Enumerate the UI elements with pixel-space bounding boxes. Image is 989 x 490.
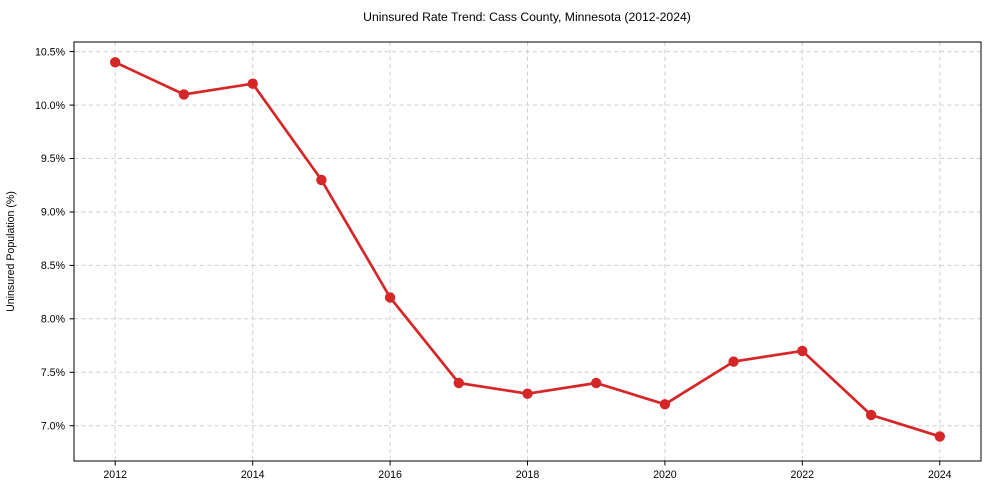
data-point: [110, 57, 121, 68]
y-tick-label: 8.0%: [41, 314, 66, 326]
data-point: [453, 377, 464, 389]
y-tick-label: 7.0%: [41, 420, 66, 432]
x-tick-label: 2014: [241, 469, 265, 481]
data-point: [934, 431, 945, 442]
data-point: [522, 388, 533, 399]
x-tick-label: 2020: [653, 469, 677, 481]
data-series: [110, 57, 945, 442]
data-point: [178, 89, 190, 100]
data-point: [591, 377, 602, 389]
data-point: [865, 409, 877, 421]
y-tick-label: 9.5%: [41, 153, 66, 165]
y-tick-label: 8.5%: [41, 260, 66, 272]
chart-title: Uninsured Rate Trend: Cass County, Minne…: [363, 10, 691, 24]
axis-ticks: [69, 51, 941, 466]
y-tick-label: 9.0%: [41, 207, 66, 219]
y-tick-label: 7.5%: [41, 367, 66, 379]
y-tick-label: 10.0%: [35, 100, 66, 112]
gridlines: [74, 42, 981, 461]
data-point: [659, 399, 671, 410]
x-tick-label: 2016: [378, 469, 402, 481]
data-point: [247, 78, 258, 89]
data-point: [384, 292, 396, 303]
data-point: [797, 345, 808, 357]
y-axis-title: Uninsured Population (%): [5, 191, 17, 312]
data-point: [728, 356, 739, 367]
x-tick-label: 2012: [103, 469, 127, 481]
x-tick-label: 2018: [516, 469, 540, 481]
axis-tick-labels: 7.0% 7.5% 8.0% 8.5% 9.0% 9.5% 10.0% 10.5% 2012 20…: [35, 46, 952, 481]
x-tick-label: 2022: [791, 469, 815, 481]
data-point: [316, 174, 327, 186]
y-tick-label: 10.5%: [35, 46, 66, 58]
x-tick-label: 2024: [928, 469, 952, 481]
